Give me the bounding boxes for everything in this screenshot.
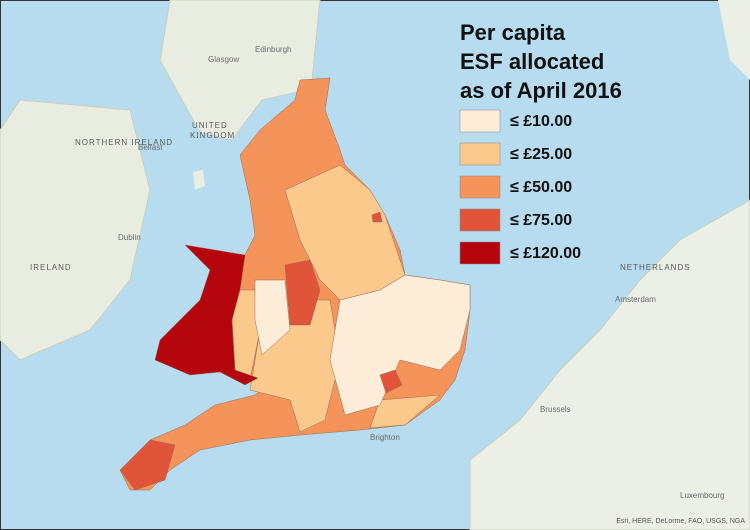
city-label: Brussels bbox=[540, 405, 571, 414]
legend-label: ≤ £25.00 bbox=[510, 146, 572, 163]
legend-label: ≤ £75.00 bbox=[510, 212, 572, 229]
legend-swatch bbox=[459, 142, 501, 166]
country-label: NETHERLANDS bbox=[620, 263, 691, 272]
country-label: UNITED bbox=[192, 121, 228, 130]
legend-title: ESF allocated bbox=[460, 49, 604, 74]
region bbox=[371, 211, 383, 223]
city-label: Belfast bbox=[138, 143, 163, 152]
city-label: Edinburgh bbox=[255, 45, 291, 54]
legend-title: as of April 2016 bbox=[460, 78, 622, 103]
city-label: Luxembourg bbox=[680, 491, 724, 500]
legend-title: Per capita bbox=[460, 20, 566, 45]
legend-label: ≤ £10.00 bbox=[510, 113, 572, 130]
ireland bbox=[0, 99, 151, 361]
country-label: KINGDOM bbox=[190, 131, 235, 140]
region bbox=[119, 439, 176, 491]
region bbox=[154, 244, 259, 386]
country-label: NORTHERN IRELAND bbox=[75, 138, 173, 147]
region bbox=[369, 394, 441, 429]
region bbox=[284, 259, 321, 326]
legend: Per capita ESF allocated as of April 2016 ≤… bbox=[459, 20, 622, 265]
city-label: Amsterdam bbox=[615, 295, 656, 304]
europe bbox=[469, 199, 750, 530]
legend-swatch bbox=[459, 109, 501, 133]
scotland bbox=[159, 0, 321, 141]
region bbox=[379, 369, 403, 394]
legend-label: ≤ £50.00 bbox=[510, 179, 572, 196]
isle-of-man bbox=[193, 170, 205, 190]
country-label: IRELAND bbox=[30, 263, 72, 272]
city-label: Glasgow bbox=[208, 55, 239, 64]
region bbox=[254, 279, 291, 356]
legend-swatch bbox=[459, 175, 501, 199]
scandinavia bbox=[718, 0, 750, 80]
legend-swatch bbox=[459, 241, 501, 265]
city-label: Dublin bbox=[118, 233, 141, 242]
legend-label: ≤ £120.00 bbox=[510, 245, 581, 262]
region bbox=[329, 274, 471, 416]
city-label: Brighton bbox=[370, 433, 400, 442]
attribution: Esri, HERE, DeLorme, FAO, USGS, NGA bbox=[616, 518, 745, 525]
legend-swatch bbox=[459, 208, 501, 232]
